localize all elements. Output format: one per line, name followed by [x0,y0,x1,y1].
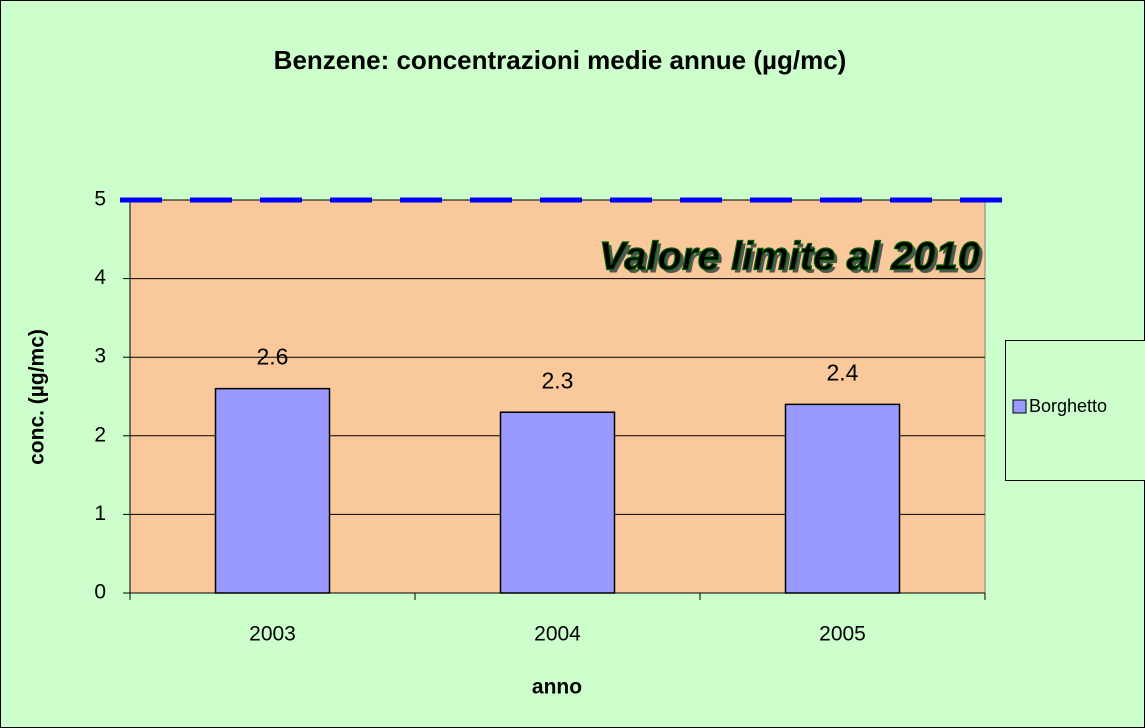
x-tick-label: 2005 [819,623,866,646]
x-axis-label: anno [532,676,582,699]
y-tick-label: 0 [94,581,106,604]
bar [214,387,331,594]
bar [499,411,616,594]
reference-label-shadow: Valore limite al 2010 [602,238,983,282]
data-label: 2.3 [542,367,574,393]
y-tick-label: 5 [94,188,106,211]
y-axis-label: conc. (µg/mc) [26,329,49,465]
y-tick-label: 4 [94,266,106,289]
data-label: 2.6 [257,344,289,370]
data-label: 2.4 [827,359,859,385]
legend-label: Borghetto [1029,396,1107,416]
y-tick-label: 2 [94,423,106,446]
chart-title: Benzene: concentrazioni medie annue (µg/… [274,45,847,75]
legend-swatch [1012,399,1027,414]
y-tick-label: 1 [94,502,106,525]
y-tick-label: 3 [94,345,106,368]
x-tick-label: 2004 [534,623,581,646]
reference-label: Valore limite al 2010 [599,235,980,279]
bar [784,403,901,594]
x-tick-label: 2003 [249,623,296,646]
legend-box [1005,340,1145,481]
